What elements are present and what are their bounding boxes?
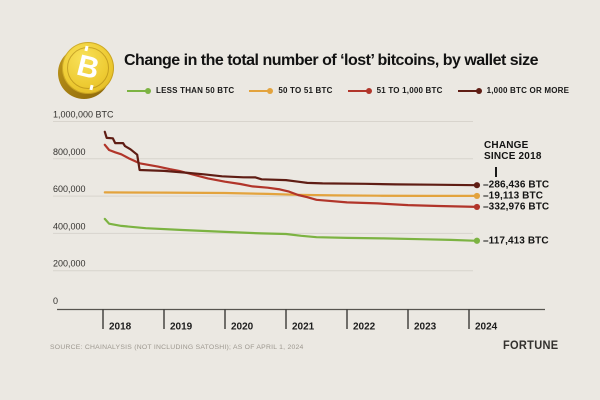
change-value-label: –19,113 BTC — [483, 190, 544, 202]
series-end-dot — [473, 192, 481, 200]
x-axis-tick-label: 2018 — [109, 322, 132, 333]
series-line — [103, 130, 478, 187]
y-axis-label: 600,000 — [53, 184, 86, 194]
series-end-dot — [473, 182, 481, 189]
source-credit: SOURCE: CHAINALYSIS (NOT INCLUDING SATOS… — [50, 344, 304, 351]
legend-line-dot-marker — [127, 87, 151, 94]
change-label-line1: CHANGE — [484, 140, 529, 151]
legend-label: 50 TO 51 BTC — [278, 86, 333, 95]
x-axis-tick-label: 2023 — [414, 322, 437, 333]
x-axis-tick-label: 2019 — [170, 322, 193, 333]
x-axis-tick-label: 2024 — [475, 322, 498, 333]
legend-line-dot-marker — [249, 87, 274, 94]
legend-item-3: 51 TO 1,000 BTC — [347, 86, 443, 95]
legend-label: LESS THAN 50 BTC — [156, 86, 235, 95]
change-since-2018-label: CHANGE SINCE 2018 — [484, 140, 542, 162]
x-axis-tick-label: 2022 — [353, 322, 376, 333]
page-title: Change in the total number of ‘lost’ bit… — [124, 52, 539, 69]
annotation-pointer-tick — [495, 167, 497, 177]
legend-item-4: 1,000 BTC OR MORE — [457, 86, 570, 95]
y-axis-label: 800,000 — [53, 147, 86, 157]
y-axis-label: 1,000,000 BTC — [53, 110, 114, 120]
change-value-label: –332,976 BTC — [483, 201, 550, 213]
y-axis-label: 0 — [53, 296, 58, 306]
x-axis-tick-label: 2020 — [231, 322, 254, 333]
legend: LESS THAN 50 BTC 50 TO 51 BTC 51 TO 1,000 … — [127, 86, 569, 95]
legend-item-2: 50 TO 51 BTC — [249, 86, 332, 95]
change-value-label: –286,436 BTC — [483, 179, 550, 191]
y-axis-label: 400,000 — [53, 221, 86, 231]
series-line — [103, 143, 478, 208]
change-value-label: –117,413 BTC — [483, 235, 549, 247]
series-line — [103, 217, 478, 242]
legend-line-dot-marker — [457, 87, 482, 94]
y-axis-label: 200,000 — [53, 259, 86, 269]
series-end-dot — [473, 237, 481, 244]
legend-label: 1,000 BTC OR MORE — [486, 86, 570, 95]
legend-line-dot-marker — [347, 87, 372, 94]
fortune-logo: FORTUNE — [503, 340, 559, 352]
legend-label: 51 TO 1,000 BTC — [376, 86, 443, 95]
change-label-line2: SINCE 2018 — [484, 151, 542, 162]
series-end-dot — [473, 203, 481, 211]
x-axis-tick-label: 2021 — [292, 322, 315, 333]
bitcoin-coin-icon: B — [58, 40, 118, 102]
legend-item-1: LESS THAN 50 BTC — [127, 86, 234, 95]
